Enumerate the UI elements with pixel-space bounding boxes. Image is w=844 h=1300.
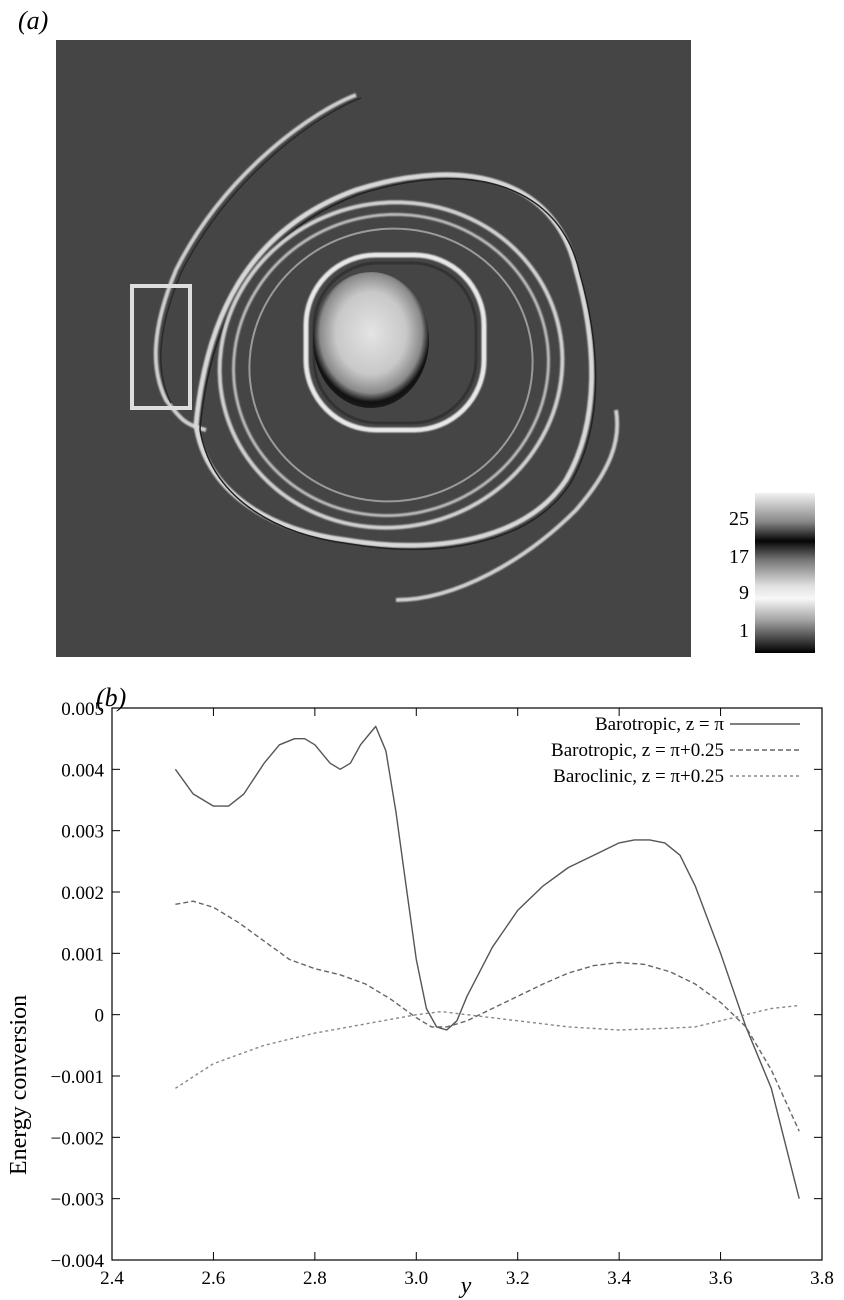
y-tick-label: −0.003 <box>51 1190 104 1211</box>
series-line <box>175 1004 800 1089</box>
panel-b-label: (b) <box>96 683 127 712</box>
field-ring-inner <box>303 252 487 433</box>
x-tick-label: 3.2 <box>506 1268 530 1289</box>
x-tick-label: 3.4 <box>607 1268 631 1289</box>
field-image <box>56 40 691 657</box>
y-axis-label: Energy conversion <box>6 995 32 1175</box>
series-line <box>174 725 800 1199</box>
field-highlight-box <box>130 284 192 410</box>
colorbar-tick-label: 1 <box>739 620 749 642</box>
y-tick-label: 0.002 <box>61 883 104 904</box>
y-tick-label: −0.001 <box>51 1067 104 1088</box>
field-ring-outer <box>193 172 595 548</box>
field-vortex-core <box>313 272 429 408</box>
colorbar-tick-label: 25 <box>729 508 749 530</box>
series-line <box>175 900 800 1132</box>
panel-a-label: (a) <box>18 6 49 35</box>
field-outer-arm-upper <box>153 93 357 432</box>
y-tick-label: 0.004 <box>61 760 104 781</box>
colorbar <box>755 493 815 653</box>
x-tick-label: 3.8 <box>810 1268 834 1289</box>
legend-entry-label: Baroclinic, z = π+0.25 <box>553 766 724 787</box>
plot-area-frame <box>111 707 823 1261</box>
colorbar-tick-label: 17 <box>729 546 749 568</box>
x-tick-label: 3.6 <box>709 1268 733 1289</box>
x-axis-label: y <box>459 1273 472 1299</box>
y-tick-label: 0.001 <box>61 944 104 965</box>
energy-conversion-chart: 0.005 0.004 0.003 0.002 0.001 0 −0.001 −0.002 −0… <box>6 700 834 1299</box>
x-tick-label: 2.8 <box>303 1268 327 1289</box>
y-tick-label: −0.004 <box>51 1251 105 1272</box>
x-tick-label: 2.6 <box>202 1268 226 1289</box>
legend-entry-label: Barotropic, z = π <box>595 714 724 735</box>
field-ring-middle <box>217 200 565 530</box>
x-tick-label: 2.4 <box>100 1268 124 1289</box>
y-tick-label: 0.005 <box>61 700 104 720</box>
legend-entry-label: Barotropic, z = π+0.25 <box>551 740 724 761</box>
x-tick-label: 3.0 <box>404 1268 428 1289</box>
colorbar-gradient <box>755 493 815 653</box>
y-tick-label: 0.003 <box>61 822 104 843</box>
y-tick-label: 0 <box>95 1006 105 1027</box>
y-tick-label: −0.002 <box>51 1128 104 1149</box>
field-outer-arm-lower <box>395 409 620 602</box>
colorbar-tick-label: 9 <box>739 582 749 604</box>
